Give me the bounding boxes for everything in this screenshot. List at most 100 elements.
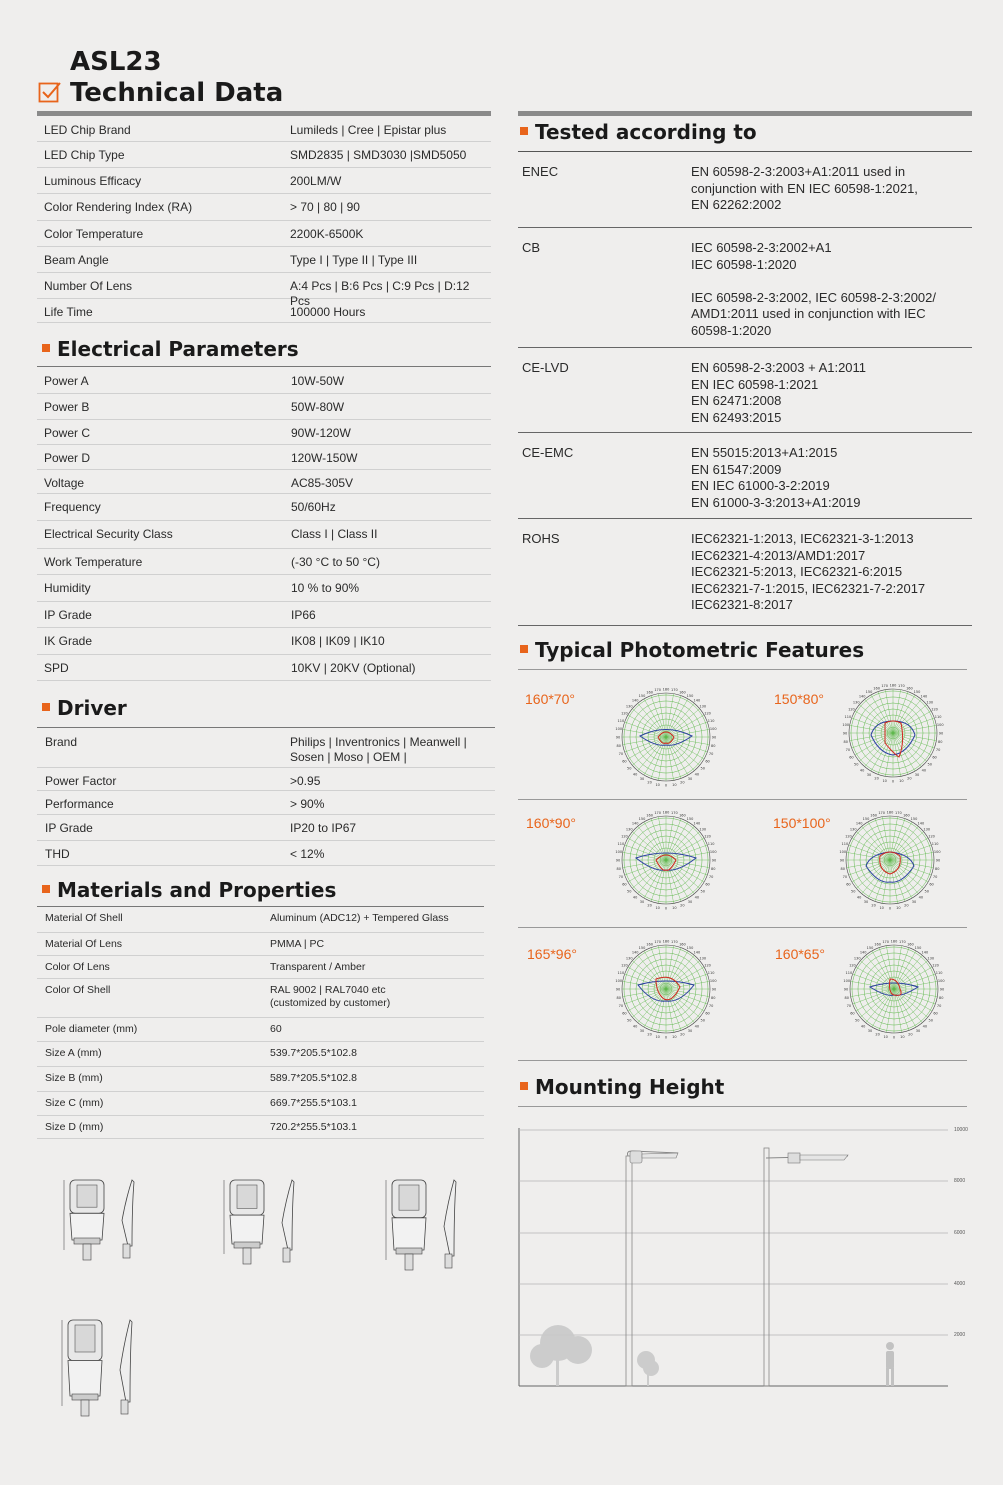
row-label: ENEC bbox=[522, 164, 559, 179]
table-row: Size D (mm) 720.2*255.5*103.1 bbox=[37, 1116, 484, 1139]
svg-text:110: 110 bbox=[708, 842, 715, 846]
table-row: ENEC EN 60598-2-3:2003+A1:2011 used in co… bbox=[518, 152, 972, 228]
svg-text:120: 120 bbox=[848, 708, 855, 712]
row-value: 90W-120W bbox=[291, 426, 351, 440]
svg-text:20: 20 bbox=[875, 1033, 879, 1037]
row-value: Class I | Class II bbox=[291, 527, 378, 541]
row-value: IEC 60598-2-3:2002+A1 IEC 60598-1:2020 I… bbox=[691, 240, 937, 338]
svg-text:10: 10 bbox=[879, 906, 883, 910]
svg-text:120: 120 bbox=[704, 835, 711, 839]
svg-text:0: 0 bbox=[892, 780, 894, 784]
beam-angle-label: 150*80° bbox=[774, 691, 824, 707]
height-level-label: 4000 bbox=[954, 1281, 966, 1287]
svg-text:130: 130 bbox=[699, 957, 706, 961]
svg-text:140: 140 bbox=[921, 695, 928, 699]
svg-text:20: 20 bbox=[647, 1033, 651, 1037]
svg-text:180: 180 bbox=[663, 940, 670, 944]
electrical-heading: Electrical Parameters bbox=[42, 337, 299, 361]
row-label: IK Grade bbox=[44, 634, 93, 648]
row-label: Electrical Security Class bbox=[44, 527, 173, 541]
polar-diagram: 9080706050403020100102030405060708090100… bbox=[615, 688, 717, 788]
svg-text:40: 40 bbox=[695, 1024, 699, 1028]
svg-text:70: 70 bbox=[847, 1004, 851, 1008]
svg-text:90: 90 bbox=[712, 859, 716, 863]
svg-text:60: 60 bbox=[622, 760, 626, 764]
svg-text:70: 70 bbox=[709, 875, 713, 879]
svg-text:30: 30 bbox=[640, 900, 644, 904]
row-value: < 12% bbox=[290, 847, 325, 861]
svg-text:30: 30 bbox=[915, 773, 919, 777]
svg-text:10: 10 bbox=[882, 779, 886, 783]
row-value: Philips | Inventronics | Meanwell | Sose… bbox=[290, 735, 467, 764]
tested-heading: Tested according to bbox=[520, 120, 757, 144]
svg-text:140: 140 bbox=[694, 822, 701, 826]
row-value: 539.7*205.5*102.8 bbox=[270, 1047, 357, 1059]
svg-text:170: 170 bbox=[654, 811, 661, 815]
svg-text:120: 120 bbox=[932, 964, 939, 968]
svg-text:50: 50 bbox=[851, 889, 855, 893]
svg-text:80: 80 bbox=[935, 867, 939, 871]
row-value: 50W-80W bbox=[291, 400, 345, 414]
svg-text:0: 0 bbox=[889, 907, 891, 911]
table-row: IK Grade IK08 | IK09 | IK10 bbox=[37, 628, 491, 655]
svg-text:140: 140 bbox=[694, 951, 701, 955]
svg-text:30: 30 bbox=[867, 773, 871, 777]
svg-text:60: 60 bbox=[705, 760, 709, 764]
table-row: Beam Angle Type I | Type II | Type III bbox=[37, 247, 491, 273]
table-row: Voltage AC85-305V bbox=[37, 470, 491, 494]
table-row: CE-EMC EN 55015:2013+A1:2015 EN 61547:200… bbox=[518, 433, 972, 519]
row-label: SPD bbox=[44, 661, 69, 675]
svg-text:170: 170 bbox=[671, 688, 678, 692]
svg-text:70: 70 bbox=[709, 752, 713, 756]
row-label: THD bbox=[45, 847, 70, 861]
svg-text:20: 20 bbox=[680, 1033, 684, 1037]
svg-text:90: 90 bbox=[844, 988, 848, 992]
checkbox-icon bbox=[38, 82, 61, 103]
row-label: Size D (mm) bbox=[45, 1121, 104, 1133]
row-label: Frequency bbox=[44, 500, 101, 514]
svg-text:170: 170 bbox=[654, 940, 661, 944]
table-row: Color Of Shell RAL 9002 | RAL7040 etc (cu… bbox=[37, 979, 484, 1018]
table-row: Size B (mm) 589.7*205.5*102.8 bbox=[37, 1067, 484, 1092]
table-row: Life Time 100000 Hours bbox=[37, 299, 491, 323]
svg-text:80: 80 bbox=[616, 867, 620, 871]
svg-text:160: 160 bbox=[903, 813, 910, 817]
row-value: IK08 | IK09 | IK10 bbox=[291, 634, 385, 648]
svg-text:170: 170 bbox=[671, 940, 678, 944]
row-label: CE-EMC bbox=[522, 445, 574, 460]
row-value: SMD2835 | SMD3030 |SMD5050 bbox=[290, 148, 467, 162]
row-value: 200LM/W bbox=[290, 174, 342, 188]
svg-text:170: 170 bbox=[898, 684, 905, 688]
svg-text:30: 30 bbox=[688, 1029, 692, 1033]
svg-text:140: 140 bbox=[918, 822, 925, 826]
svg-text:70: 70 bbox=[619, 1004, 623, 1008]
svg-text:40: 40 bbox=[857, 895, 861, 899]
svg-text:160: 160 bbox=[906, 686, 913, 690]
table-row: Humidity 10 % to 90% bbox=[37, 575, 491, 602]
row-label: Luminous Efficacy bbox=[44, 174, 142, 188]
table-row: Luminous Efficacy 200LM/W bbox=[37, 168, 491, 194]
svg-text:60: 60 bbox=[705, 1012, 709, 1016]
svg-text:90: 90 bbox=[843, 732, 847, 736]
svg-text:0: 0 bbox=[893, 1036, 895, 1040]
svg-text:10: 10 bbox=[655, 906, 659, 910]
svg-text:170: 170 bbox=[881, 684, 888, 688]
svg-text:60: 60 bbox=[850, 1012, 854, 1016]
svg-text:30: 30 bbox=[640, 1029, 644, 1033]
svg-text:130: 130 bbox=[699, 828, 706, 832]
svg-text:90: 90 bbox=[712, 736, 716, 740]
svg-text:80: 80 bbox=[939, 996, 943, 1000]
svg-text:120: 120 bbox=[621, 712, 628, 716]
row-label: Color Temperature bbox=[44, 227, 144, 241]
table-row: Power C 90W-120W bbox=[37, 420, 491, 445]
svg-text:100: 100 bbox=[710, 727, 717, 731]
svg-text:70: 70 bbox=[937, 1004, 941, 1008]
svg-text:110: 110 bbox=[936, 971, 943, 975]
row-label: LED Chip Brand bbox=[44, 123, 131, 137]
svg-text:70: 70 bbox=[936, 748, 940, 752]
svg-text:120: 120 bbox=[704, 712, 711, 716]
mounting-heading: Mounting Height bbox=[520, 1075, 724, 1099]
row-value: EN 60598-2-3:2003+A1:2011 used in conjun… bbox=[691, 164, 918, 212]
svg-text:80: 80 bbox=[843, 740, 847, 744]
svg-text:70: 70 bbox=[619, 875, 623, 879]
